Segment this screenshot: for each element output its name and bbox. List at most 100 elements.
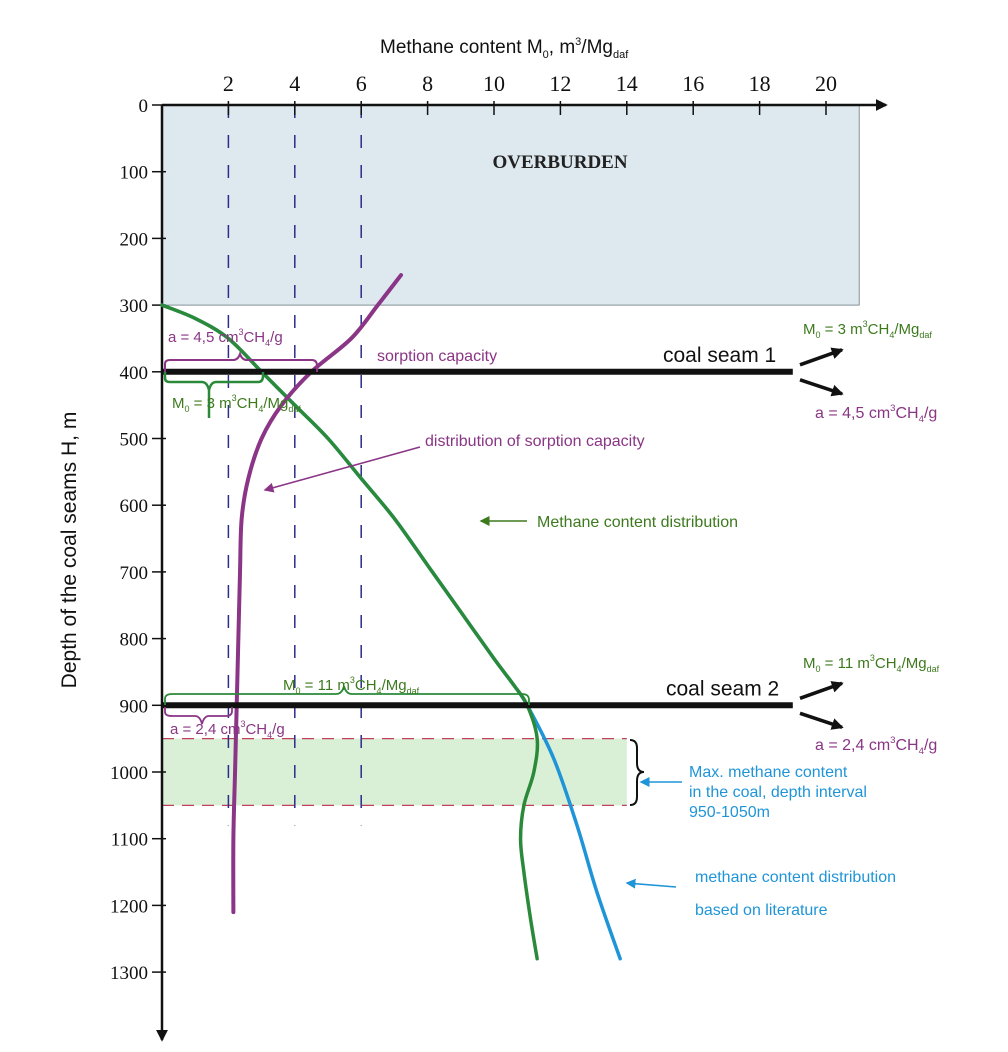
seam1-methane-value-prefix: M <box>172 395 185 412</box>
seam1-methane-value-sub4: 4 <box>258 404 263 414</box>
seam2-right-methane-prefix: M <box>803 655 816 672</box>
seam1-right-methane-mid2: CH <box>868 321 890 338</box>
x-axis-title-sup: 3 <box>575 36 581 48</box>
x-tick-label-8: 8 <box>422 71 433 96</box>
literature-label-line1: methane content distribution <box>695 869 896 886</box>
seam1-methane-value-mid: = 3 m <box>190 395 232 412</box>
seam-arrow-up-2 <box>799 681 844 700</box>
seam1-sorption-brace <box>164 350 318 372</box>
coal-seam-label-1: coal seam 1 <box>663 344 776 367</box>
seam1-right-methane: M0 = 3 m3CH4/Mgdaf <box>803 319 932 340</box>
seam2-right-methane-mid: = 11 m <box>821 655 870 672</box>
seam2-sorption-value-mid: CH <box>245 721 267 738</box>
seam1-right-methane-subdaf: daf <box>919 330 932 340</box>
y-tick-label-1300: 1300 <box>110 963 148 984</box>
x-tick-label-6: 6 <box>356 71 367 96</box>
seam1-right-sorption-mid: CH <box>896 405 919 422</box>
seam1-right-methane-mid: = 3 m <box>821 321 863 338</box>
seam1-methane-value-mid3: /Mg <box>263 395 288 412</box>
seam1-right-methane-sub0: 0 <box>816 330 821 340</box>
literature-arrow <box>625 878 677 889</box>
seam2-sorption-brace <box>164 707 233 725</box>
seam2-methane-brace <box>164 685 530 705</box>
x-tick-label-2: 2 <box>223 71 234 96</box>
seam1-right-methane-prefix: M <box>803 321 816 338</box>
coal-seam-label-2: coal seam 2 <box>666 677 779 700</box>
seam1-methane-value-mid2: CH <box>237 395 259 412</box>
seam1-right-sorption-sup: 3 <box>890 403 895 414</box>
distribution-sorption-arrow <box>263 446 421 493</box>
seam2-methane-value-mid: = 11 m <box>301 677 350 694</box>
seam2-right-methane: M0 = 11 m3CH4/Mgdaf <box>803 653 940 674</box>
seam2-right-sorption: a = 2,4 cm3CH4/g <box>815 735 937 757</box>
seam2-right-methane-sub0: 0 <box>816 664 821 674</box>
seam2-sorption-value-prefix: a = 2,4 cm <box>170 721 240 738</box>
seam2-right-methane-sup: 3 <box>870 653 875 663</box>
y-tick-label-1000: 1000 <box>110 763 148 784</box>
seam2-methane-value-mid2: CH <box>355 677 377 694</box>
seam1-sorption-value-mid: CH <box>243 329 265 346</box>
seam1-methane-value-sup: 3 <box>232 393 237 403</box>
x-axis-title-main: Methane content M <box>380 37 543 58</box>
y-tick-label-1200: 1200 <box>110 896 148 917</box>
seam2-right-sorption-sup: 3 <box>890 735 895 746</box>
seam2-methane-value-prefix: M <box>283 677 296 694</box>
overburden-zone <box>161 104 860 306</box>
x-axis-title-sub2: daf <box>613 49 629 61</box>
seam1-methane-value-sub0: 0 <box>185 404 190 414</box>
x-axis-title-unit: , m <box>549 37 575 58</box>
y-tick-label-300: 300 <box>120 296 149 317</box>
max-zone-label-line3: 950-1050m <box>689 804 770 821</box>
seam-arrow-down-2 <box>799 711 844 730</box>
max-zone-label-line2: in the coal, depth interval <box>689 784 867 801</box>
x-axis-title-unit2: /Mg <box>581 37 613 58</box>
seam2-sorption-value: a = 2,4 cm3CH4/g <box>170 719 285 740</box>
x-tick-label-20: 20 <box>815 71 837 96</box>
seam1-right-methane-sub4: 4 <box>889 330 894 340</box>
x-axis-title-sub: 0 <box>543 49 549 61</box>
y-tick-label-800: 800 <box>120 630 149 651</box>
seam2-right-sorption-prefix: a = 2,4 cm <box>815 737 890 754</box>
seam2-right-sorption-sub: 4 <box>919 746 925 757</box>
seam2-right-sorption-mid: CH <box>896 737 919 754</box>
y-tick-label-900: 900 <box>120 696 149 717</box>
seam2-right-sorption-suffix: /g <box>924 737 937 754</box>
seam2-sorption-value-sub: 4 <box>267 730 272 740</box>
y-tick-label-400: 400 <box>120 363 149 384</box>
seam2-right-methane-mid2: CH <box>875 655 897 672</box>
distribution-sorption-label: distribution of sorption capacity <box>425 433 645 450</box>
seam1-methane-value-subdaf: daf <box>288 404 301 414</box>
seam1-sorption-value-suffix: /g <box>270 329 283 346</box>
y-axis-title: Depth of the coal seams H, m <box>58 412 81 689</box>
seam1-right-methane-sup: 3 <box>863 319 868 329</box>
seam2-right-methane-sub4: 4 <box>897 664 902 674</box>
x-tick-label-12: 12 <box>549 71 571 96</box>
y-tick-label-600: 600 <box>120 496 149 517</box>
y-tick-label-200: 200 <box>120 229 149 250</box>
seam2-methane-value-mid3: /Mg <box>382 677 407 694</box>
seam2-methane-value-subdaf: daf <box>407 686 420 696</box>
max-zone-bracket <box>629 739 645 806</box>
seam1-sorption-value: a = 4,5 cm3CH4/g <box>168 327 283 348</box>
seam1-sorption-value-sup: 3 <box>238 327 243 337</box>
seam1-right-sorption-prefix: a = 4,5 cm <box>815 405 890 422</box>
seam1-sorption-value-sub: 4 <box>265 338 270 348</box>
seam1-sorption-value-prefix: a = 4,5 cm <box>168 329 238 346</box>
seam1-right-sorption: a = 4,5 cm3CH4/g <box>815 403 937 425</box>
literature-label-line2: based on literature <box>695 902 828 919</box>
seam2-methane-value-sub4: 4 <box>377 686 382 696</box>
seam2-methane-value: M0 = 11 m3CH4/Mgdaf <box>283 675 420 696</box>
sorption-capacity-label: sorption capacity <box>377 348 497 365</box>
seam1-right-sorption-suffix: /g <box>924 405 937 422</box>
seam2-sorption-value-sup: 3 <box>240 719 245 729</box>
y-tick-label-500: 500 <box>120 430 149 451</box>
x-tick-label-14: 14 <box>616 71 638 96</box>
seam1-methane-value: M0 = 3 m3CH4/Mgdaf <box>172 393 301 414</box>
x-tick-label-10: 10 <box>483 71 505 96</box>
x-tick-label-4: 4 <box>289 71 300 96</box>
seam1-right-methane-mid3: /Mg <box>894 321 919 338</box>
seam1-right-sorption-sub: 4 <box>919 414 925 425</box>
seam2-right-methane-subdaf: daf <box>927 664 940 674</box>
